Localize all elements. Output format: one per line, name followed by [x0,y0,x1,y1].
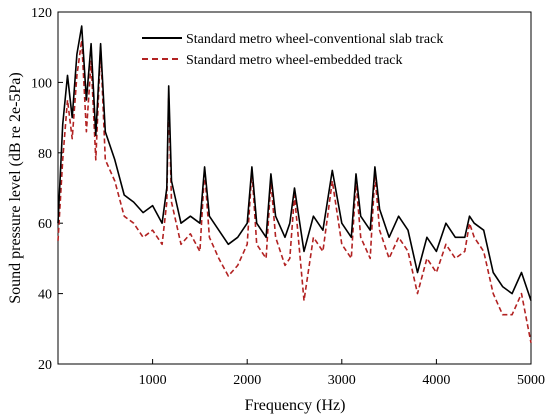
x-tick-label: 4000 [422,373,450,388]
y-tick-label: 60 [38,217,52,232]
x-tick-label: 5000 [517,373,545,388]
x-tick-label: 3000 [328,373,356,388]
x-tick-label: 1000 [139,373,167,388]
y-tick-label: 100 [31,76,52,91]
y-tick-label: 20 [38,358,52,373]
series-group [57,25,532,344]
plot-frame [57,11,532,365]
y-tick-label: 120 [31,6,52,21]
series-line-conventional [57,25,532,301]
legend: Standard metro wheel-conventional slab t… [142,32,443,68]
y-tick-label: 40 [38,288,52,303]
y-tick-label: 80 [38,147,52,162]
y-axis-title: Sound pressure level (dB re 2e-5Pa) [7,72,24,304]
x-tick-labels: 1000 2000 3000 4000 5000 [139,373,545,388]
x-axis-title: Frequency (Hz) [245,397,346,414]
x-tick-label: 2000 [233,373,261,388]
legend-label-embedded: Standard metro wheel-embedded track [186,53,403,68]
legend-label-conventional: Standard metro wheel-conventional slab t… [186,32,443,47]
y-tick-labels: 20 40 60 80 100 120 [31,6,52,373]
tick-group [58,11,532,365]
